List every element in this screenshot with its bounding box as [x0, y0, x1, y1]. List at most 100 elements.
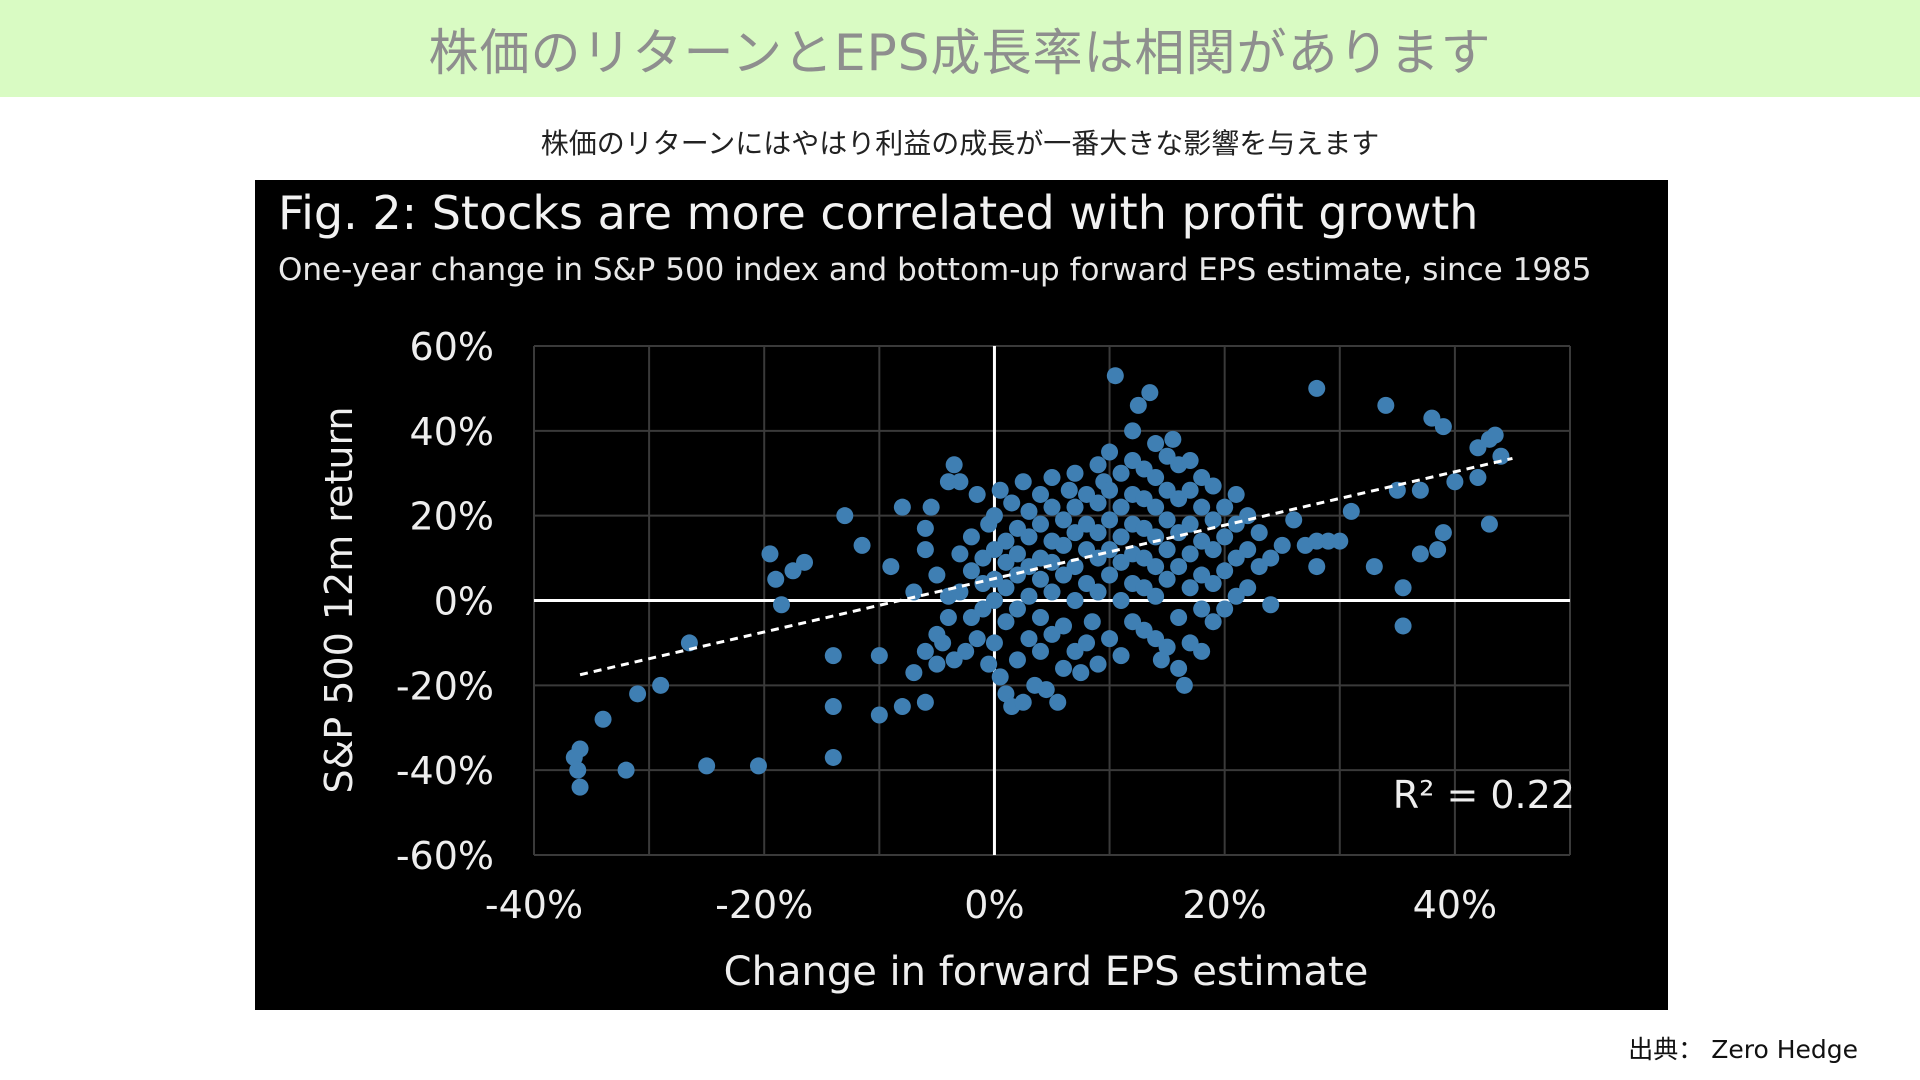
data-point: [1055, 659, 1073, 677]
data-point: [882, 558, 900, 576]
data-point: [1055, 617, 1073, 635]
data-point: [916, 693, 934, 711]
data-point: [1193, 600, 1211, 618]
data-point: [629, 685, 647, 703]
data-point: [1066, 464, 1084, 482]
data-point: [1037, 681, 1055, 699]
data-point: [905, 583, 923, 601]
data-point: [571, 778, 589, 796]
data-point: [1043, 583, 1061, 601]
data-point: [1141, 384, 1159, 402]
data-point: [1204, 511, 1222, 529]
data-point: [1014, 693, 1032, 711]
data-point: [824, 748, 842, 766]
data-point: [1469, 468, 1487, 486]
data-point: [997, 579, 1015, 597]
data-point: [905, 664, 923, 682]
data-point: [1394, 617, 1412, 635]
data-point: [1388, 481, 1406, 499]
data-point: [1394, 579, 1412, 597]
data-point: [1262, 549, 1280, 567]
data-point: [1273, 536, 1291, 554]
data-point: [1158, 570, 1176, 588]
data-point: [1411, 481, 1429, 499]
data-point: [1101, 566, 1119, 584]
data-point: [1101, 511, 1119, 529]
data-point: [1216, 528, 1234, 546]
data-point: [1101, 481, 1119, 499]
data-point: [1170, 659, 1188, 677]
data-point: [1365, 558, 1383, 576]
data-point: [1089, 583, 1107, 601]
y-tick-label: -60%: [396, 834, 494, 878]
data-point: [1227, 485, 1245, 503]
chart-title: Fig. 2: Stocks are more correlated with …: [278, 186, 1479, 240]
data-point: [997, 532, 1015, 550]
data-point: [1031, 608, 1049, 626]
chart-subtitle: One-year change in S&P 500 index and bot…: [278, 252, 1592, 288]
data-point: [1342, 502, 1360, 520]
data-point: [1106, 367, 1124, 385]
data-point: [824, 647, 842, 665]
data-point: [1147, 498, 1165, 516]
data-point: [749, 757, 767, 775]
data-point: [1112, 498, 1130, 516]
data-point: [985, 507, 1003, 525]
scatter-chart: -60% -40% -20% 0% 20% 40% 60% -40% -20% 0% 20% 40% C…: [317, 325, 1575, 995]
r-squared-annotation: R² = 0.22: [1393, 773, 1575, 817]
data-point: [1072, 664, 1090, 682]
data-point: [985, 592, 1003, 609]
data-point: [1170, 608, 1188, 626]
data-point: [1020, 587, 1038, 605]
data-point: [1175, 676, 1193, 694]
data-point: [1066, 498, 1084, 516]
data-point: [916, 541, 934, 559]
data-point: [991, 668, 1009, 686]
x-axis-label: Change in forward EPS estimate: [724, 949, 1369, 995]
data-point: [836, 507, 854, 525]
data-point: [1411, 545, 1429, 563]
y-tick-label: -20%: [396, 664, 494, 708]
data-point: [569, 761, 587, 779]
data-point: [1204, 541, 1222, 559]
data-point: [1377, 396, 1395, 414]
data-point: [1147, 435, 1165, 453]
data-point: [1008, 651, 1026, 669]
data-point: [962, 562, 980, 580]
data-point: [1216, 498, 1234, 516]
trend-line: [579, 456, 1513, 677]
data-point: [767, 570, 785, 588]
data-point: [980, 655, 998, 673]
y-tick-label: 0%: [434, 580, 494, 624]
data-point: [1055, 536, 1073, 554]
data-point: [916, 519, 934, 537]
data-point: [1112, 464, 1130, 482]
data-point: [1181, 545, 1199, 563]
y-tick-label: 20%: [410, 495, 494, 539]
data-point: [1049, 693, 1067, 711]
data-point: [1112, 592, 1130, 609]
data-point: [1031, 515, 1049, 533]
y-tick-label: -40%: [396, 749, 494, 793]
data-point: [1020, 528, 1038, 546]
data-point: [1147, 468, 1165, 486]
data-point: [1129, 396, 1147, 414]
data-point: [922, 498, 940, 516]
data-point: [951, 473, 969, 491]
data-point: [928, 655, 946, 673]
data-point: [997, 685, 1015, 703]
data-point: [945, 456, 963, 474]
data-point: [1181, 579, 1199, 597]
data-point: [1066, 592, 1084, 609]
data-point: [893, 698, 911, 716]
data-point: [1486, 426, 1504, 444]
chart-figure: -60% -40% -20% 0% 20% 40% 60% -40% -20% 0% 20% 40% C…: [255, 180, 1668, 1010]
data-point: [1170, 558, 1188, 576]
data-point: [853, 536, 871, 554]
data-point: [997, 613, 1015, 631]
data-point: [1434, 524, 1452, 542]
y-axis-label: S&P 500 12m return: [317, 407, 361, 794]
data-point: [1181, 515, 1199, 533]
data-point: [1147, 587, 1165, 605]
x-tick-label: -20%: [715, 883, 813, 927]
